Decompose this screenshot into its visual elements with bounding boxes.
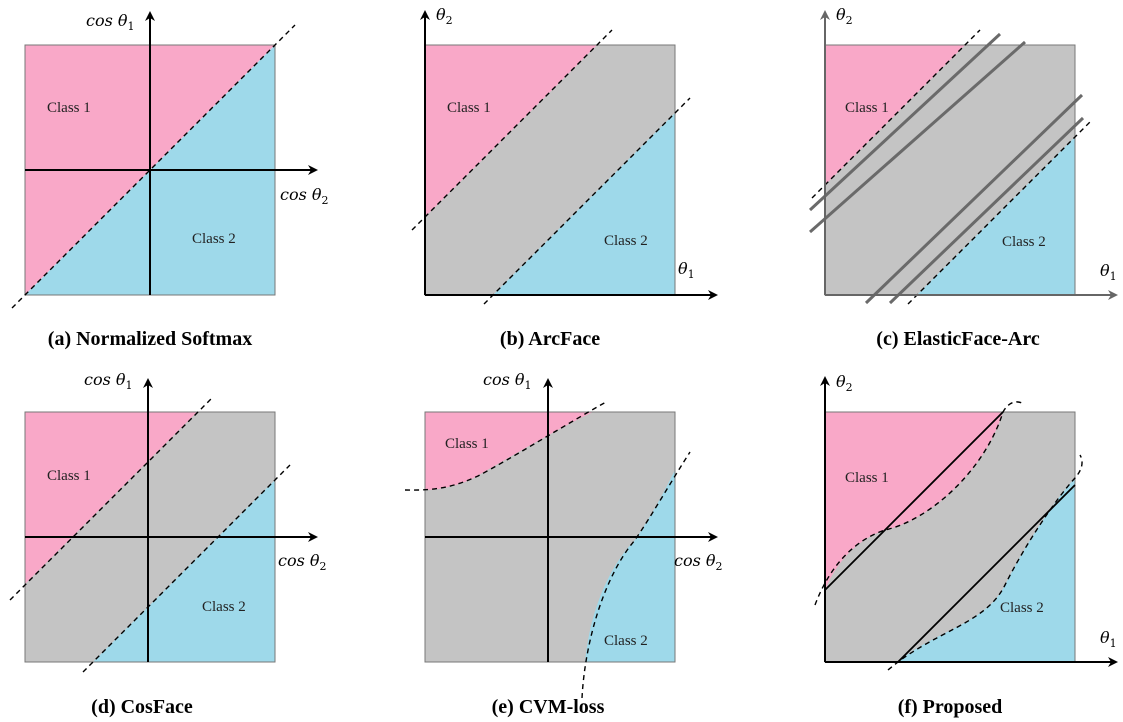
class2-boundary: [907, 121, 1091, 305]
class1-label: Class 1: [845, 100, 889, 116]
elastic-margin-line: [808, 32, 1002, 212]
x-axis-label: cos θ2: [278, 551, 327, 573]
class2-region: [493, 113, 675, 295]
class1-label: Class 1: [47, 100, 91, 116]
panel-arcface: Class 1 Class 2 θ1 θ2 (b) ArcFace: [411, 5, 718, 350]
class1-boundary: [404, 401, 607, 491]
y-axis-label: θ2: [836, 372, 853, 394]
class2-label: Class 2: [604, 633, 648, 649]
class2-label: Class 2: [1002, 234, 1046, 250]
class1-region: [25, 412, 197, 584]
y-axis-label: cos θ1: [483, 370, 532, 392]
class1-boundary: [9, 397, 213, 601]
y-axis-label: cos θ1: [84, 370, 133, 392]
class2-boundary: [82, 464, 291, 673]
y-axis-label: θ2: [436, 5, 453, 27]
class1-boundary-linear: [824, 411, 1004, 591]
class1-label: Class 1: [845, 470, 889, 486]
panel-cosface: Class 1 Class 2 cos θ2 cos θ1 (d) CosFac…: [9, 370, 327, 718]
x-axis-label: cos θ2: [280, 185, 329, 207]
class2-boundary: [483, 97, 691, 305]
class2-boundary: [581, 451, 691, 699]
y-axis-label: θ2: [836, 5, 853, 27]
panel-proposed: Class 1 Class 2 θ1 θ2 (f) Proposed: [814, 372, 1118, 718]
decision-boundary: [11, 24, 296, 309]
panel-caption: (d) CosFace: [91, 696, 193, 718]
panel-caption: (e) CVM-loss: [492, 696, 605, 718]
class2-label: Class 2: [192, 231, 236, 247]
panel-cvm-loss: Class 1 Class 2 cos θ2 cos θ1 (e) CVM-lo…: [404, 370, 723, 718]
class2-label: Class 2: [604, 233, 648, 249]
y-axis-label: cos θ1: [86, 11, 135, 33]
class1-label: Class 1: [445, 436, 489, 452]
elastic-margin-line: [888, 116, 1085, 305]
panel-caption: (b) ArcFace: [500, 328, 600, 350]
class1-label: Class 1: [47, 468, 91, 484]
class1-region: [425, 412, 593, 490]
class2-label: Class 2: [1000, 600, 1044, 616]
panel-caption: (f) Proposed: [898, 696, 1003, 718]
elastic-margin-line: [864, 93, 1084, 305]
class1-boundary-curve: [814, 401, 1023, 606]
class2-boundary-curve: [887, 454, 1083, 671]
elastic-margin-line: [809, 40, 1026, 234]
class2-boundary-linear: [897, 484, 1076, 663]
panel-caption: (a) Normalized Softmax: [48, 328, 252, 350]
class1-boundary: [811, 29, 981, 199]
class2-label: Class 2: [202, 599, 246, 615]
x-axis-label: θ1: [678, 259, 695, 281]
x-axis-label: cos θ2: [674, 551, 723, 573]
x-axis-label: θ1: [1100, 261, 1117, 283]
class1-boundary: [411, 29, 613, 231]
panel-caption: (c) ElasticFace-Arc: [876, 328, 1040, 350]
panel-elasticface-arc: Class 1 Class 2 θ1 θ2 (c) ElasticFace-Ar…: [808, 5, 1118, 350]
class2-region: [585, 470, 675, 662]
class1-label: Class 1: [447, 100, 491, 116]
x-axis-label: θ1: [1100, 628, 1117, 650]
panel-normalized-softmax: Class 1 Class 2 cos θ2 cos θ1 (a) Normal…: [11, 11, 329, 350]
class2-region: [898, 478, 1075, 662]
